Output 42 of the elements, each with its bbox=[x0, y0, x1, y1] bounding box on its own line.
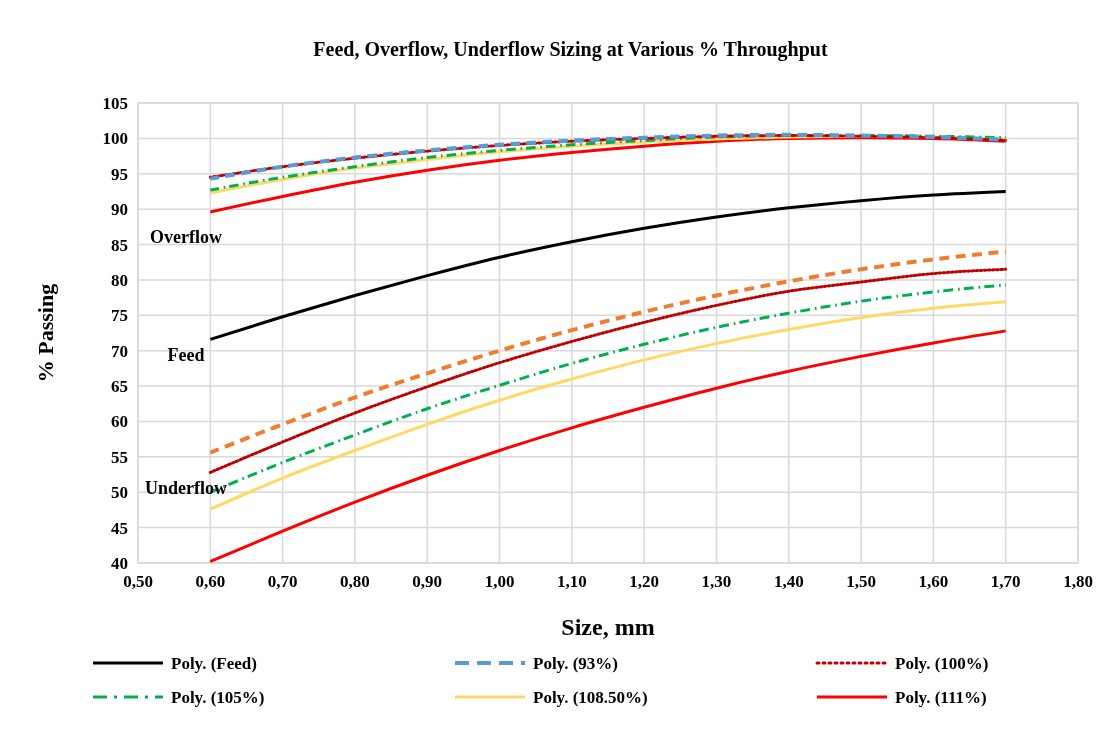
line-series bbox=[208, 267, 1008, 474]
legend-label: Poly. (93%) bbox=[533, 654, 618, 673]
y-tick-label: 50 bbox=[111, 483, 128, 503]
legend-label: Poly. (108.50%) bbox=[533, 688, 648, 707]
y-tick-label: 65 bbox=[111, 377, 128, 397]
y-tick-label: 40 bbox=[111, 554, 128, 573]
line-series bbox=[208, 249, 1008, 455]
x-tick-label: 1,80 bbox=[1063, 572, 1093, 591]
y-tick-label: 105 bbox=[102, 94, 128, 113]
y-tick-label: 75 bbox=[111, 306, 128, 326]
y-tick-label: 45 bbox=[111, 518, 128, 538]
x-tick-label: 1,40 bbox=[773, 572, 804, 591]
y-axis-title: % Passing bbox=[33, 283, 58, 383]
x-tick-label: 0,60 bbox=[195, 572, 226, 591]
x-tick-label: 1,10 bbox=[556, 572, 587, 591]
y-tick-label: 85 bbox=[111, 235, 128, 255]
x-tick-label: 1,20 bbox=[629, 572, 660, 591]
legend-label: Poly. (100%) bbox=[895, 654, 989, 673]
legend-label: Poly. (105%) bbox=[171, 688, 265, 707]
x-axis-title: Size, mm bbox=[561, 614, 655, 640]
legend-label: Poly. (111%) bbox=[895, 688, 987, 707]
x-tick-label: 1,50 bbox=[846, 572, 876, 591]
y-tick-label: 80 bbox=[111, 270, 128, 290]
y-tick-label: 95 bbox=[111, 164, 128, 184]
y-tick-label: 60 bbox=[111, 412, 128, 432]
x-tick-label: 1,30 bbox=[701, 572, 732, 591]
y-tick-label: 100 bbox=[102, 129, 128, 149]
y-tick-label: 70 bbox=[111, 341, 128, 361]
chart-title: Feed, Overflow, Underflow Sizing at Various % Throughput bbox=[313, 38, 828, 61]
x-tick-label: 1,70 bbox=[990, 572, 1021, 591]
x-tick-label: 0,50 bbox=[123, 572, 153, 591]
x-tick-label: 0,90 bbox=[412, 572, 443, 591]
annotation: Overflow bbox=[150, 227, 222, 248]
y-tick-label: 90 bbox=[111, 200, 128, 220]
x-tick-label: 0,80 bbox=[340, 572, 370, 591]
annotation: Underflow bbox=[145, 478, 227, 498]
x-tick-label: 1,00 bbox=[484, 572, 515, 591]
annotation: Feed bbox=[167, 344, 205, 365]
x-tick-label: 1,60 bbox=[918, 572, 949, 591]
y-tick-label: 55 bbox=[111, 447, 128, 467]
legend-label: Poly. (Feed) bbox=[171, 654, 257, 673]
x-tick-label: 0,70 bbox=[267, 572, 298, 591]
